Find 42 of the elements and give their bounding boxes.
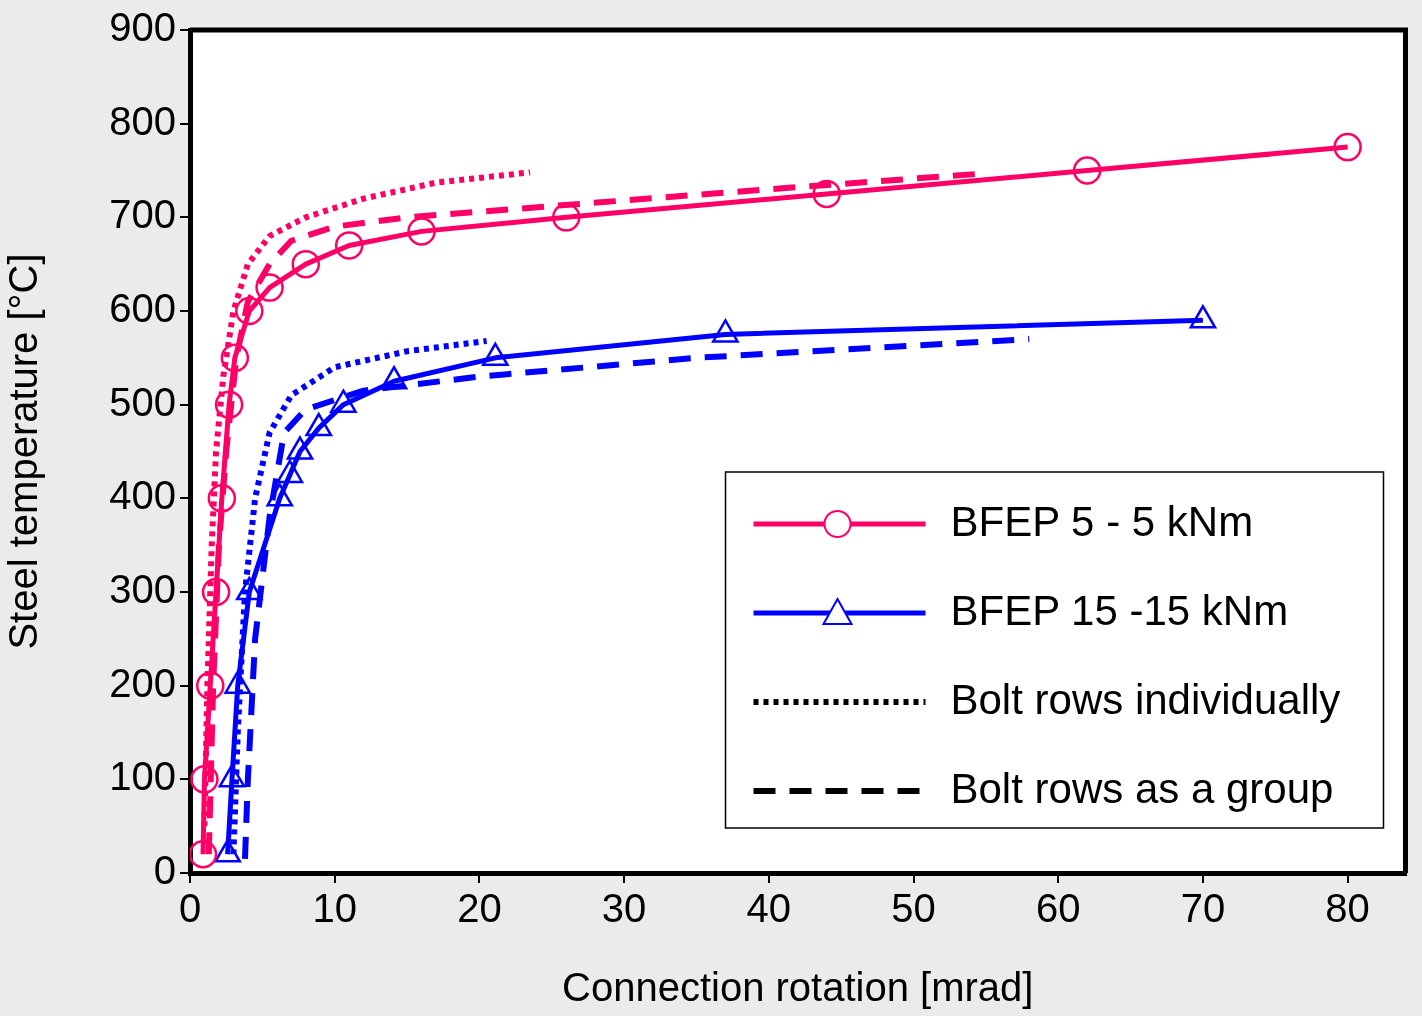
x-tick-label: 50 [891, 886, 936, 931]
point [220, 343, 250, 373]
legend-label: BFEP 15 -15 kNm [950, 586, 1289, 634]
point [214, 390, 244, 419]
point [207, 484, 237, 513]
point [1072, 156, 1102, 185]
y-tick-label: 200 [109, 660, 176, 705]
legend-label: Bolt rows individually [950, 675, 1341, 723]
legend-label: Bolt rows as a group [950, 764, 1334, 812]
y-tick-label: 700 [109, 192, 176, 237]
x-tick-label: 60 [1035, 886, 1081, 931]
point [214, 839, 241, 863]
point [235, 296, 264, 326]
point [291, 249, 321, 279]
x-tick-label: 40 [746, 886, 792, 931]
point [551, 203, 581, 232]
point [266, 483, 294, 507]
y-tick-label: 100 [109, 754, 176, 799]
point [255, 273, 284, 302]
point [334, 231, 364, 260]
point [224, 670, 252, 694]
x-tick-label: 80 [1325, 886, 1370, 931]
legend-label: BFEP 5 - 5 kNm [950, 497, 1254, 545]
y-tick-label: 900 [109, 5, 176, 50]
x-tick-label: 20 [457, 886, 502, 931]
x-tick-label: 30 [601, 886, 647, 931]
x-axis-title: Connection rotation [mrad] [562, 965, 1034, 1010]
y-tick-label: 600 [109, 286, 176, 331]
point [407, 217, 436, 246]
y-tick-label: 0 [153, 848, 176, 893]
x-tick-label: 70 [1180, 886, 1226, 931]
y-tick-label: 300 [109, 567, 176, 612]
y-tick-label: 400 [109, 473, 176, 518]
y-axis-title: Steel temperature [°C] [1, 253, 46, 650]
point [1333, 132, 1362, 162]
x-tick-label: 10 [312, 886, 357, 931]
point [235, 576, 263, 601]
y-tick-label: 800 [109, 98, 176, 143]
y-tick-label: 500 [109, 379, 176, 424]
point [218, 764, 246, 788]
point [812, 179, 841, 209]
point [276, 459, 304, 484]
